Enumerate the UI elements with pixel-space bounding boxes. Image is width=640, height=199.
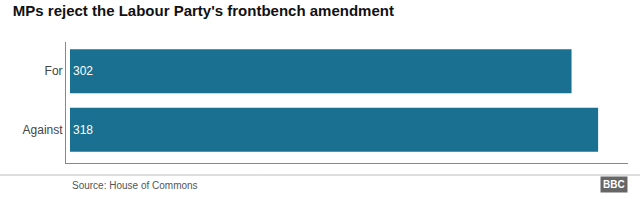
svg-text:Against: Against — [23, 123, 64, 137]
svg-text:302: 302 — [73, 64, 93, 78]
svg-text:MPs reject the Labour Party's: MPs reject the Labour Party's frontbench… — [13, 2, 394, 19]
svg-text:BBC: BBC — [603, 179, 625, 190]
svg-text:318: 318 — [73, 123, 93, 137]
svg-text:Source: House of Commons: Source: House of Commons — [72, 180, 198, 191]
svg-text:For: For — [45, 64, 63, 78]
